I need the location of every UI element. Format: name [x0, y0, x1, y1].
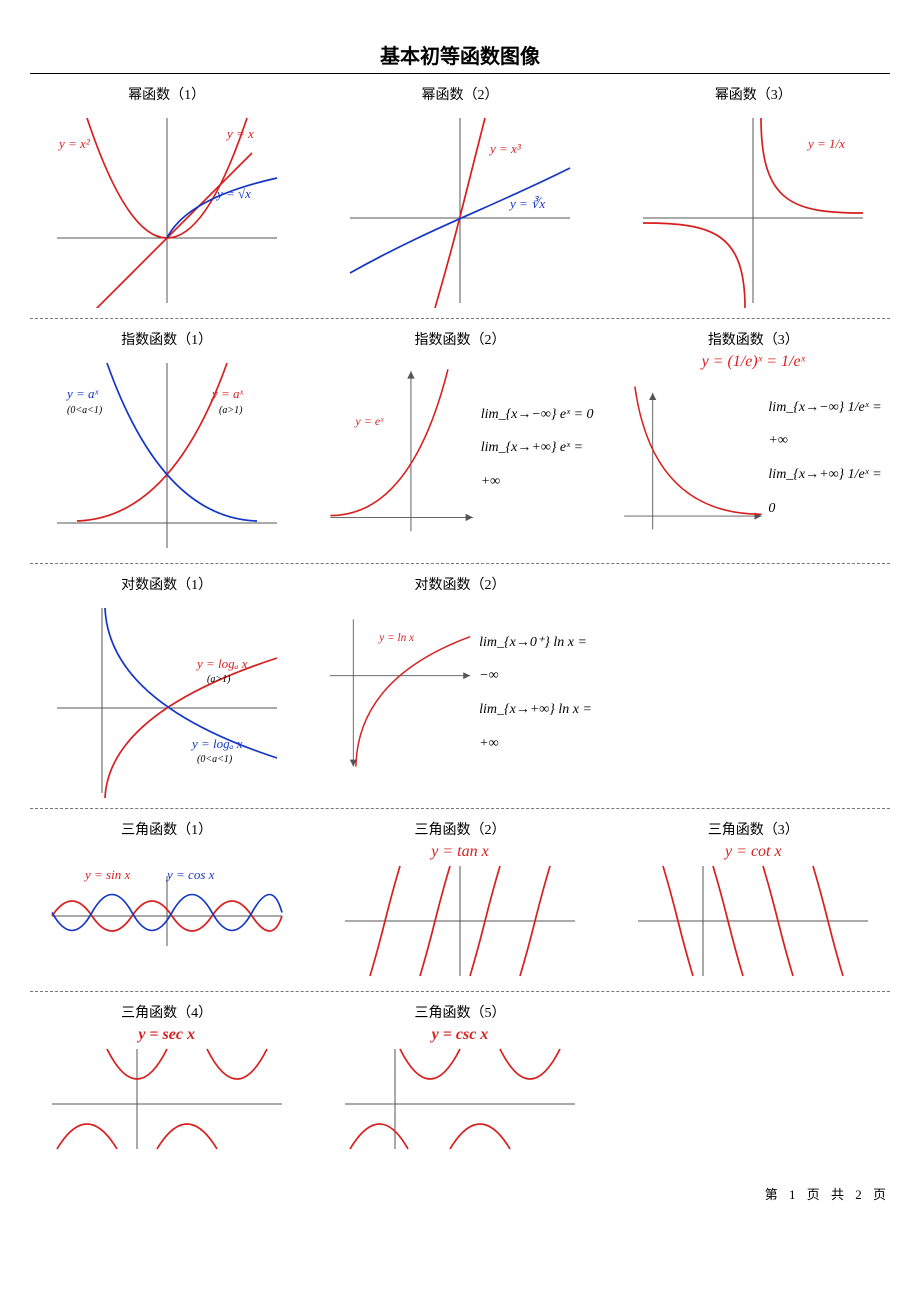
cell-log-1: 对数函数（1） y = logₐ x (a>1) y = logₐ x (0<a…: [30, 574, 303, 798]
lbl: (a>1): [207, 674, 231, 685]
chart-log-1: y = logₐ x (a>1) y = logₐ x (0<a<1): [47, 598, 287, 798]
lbl: y = x²: [57, 136, 91, 151]
lbl: y = cos x: [165, 867, 215, 882]
cell-title: 三角函数（1）: [121, 819, 212, 839]
cell-trig-5: 三角函数（5） y = csc x: [323, 1002, 596, 1154]
lbl: (0<a<1): [67, 405, 103, 416]
cell-exp-2: 指数函数（2） y = eˣ lim_{x→−∞} eˣ = 0 lim_{x→…: [323, 329, 596, 553]
chart-cot: [633, 861, 873, 981]
toplabel: y = csc x: [432, 1026, 489, 1044]
cell-power-2: 幂函数（2） y = x³ y = ∛x: [323, 84, 596, 308]
cell-title: 幂函数（2）: [421, 84, 498, 104]
cell-title: 对数函数（1）: [121, 574, 212, 594]
lbl: y = √x: [215, 186, 251, 201]
lbl: y = sin x: [83, 867, 130, 882]
chart-power-1: y = x² y = x y = √x: [47, 108, 287, 308]
section-trig-a: 三角函数（1） y = sin x y = cos x 三角函数（2） y = …: [30, 813, 890, 992]
section-power: 幂函数（1） y = x² y = x y = √x 幂函数（2） y = x³: [30, 78, 890, 319]
lbl: y = aˣ: [210, 386, 244, 401]
cell-title: 三角函数（3）: [708, 819, 799, 839]
chart-sin: y = sin x y = cos x: [47, 861, 287, 951]
cell-trig-4: 三角函数（4） y = sec x: [30, 1002, 303, 1154]
cell-title: 指数函数（1）: [121, 329, 212, 349]
cell-title: 幂函数（1）: [128, 84, 205, 104]
cell-power-1: 幂函数（1） y = x² y = x y = √x: [30, 84, 303, 308]
section-log: 对数函数（1） y = logₐ x (a>1) y = logₐ x (0<a…: [30, 568, 890, 809]
side-eq: lim_{x→0⁺} ln x = −∞ lim_{x→+∞} ln x = +…: [479, 626, 597, 760]
side-eq: lim_{x→−∞} 1/eˣ = +∞ lim_{x→+∞} 1/eˣ = 0: [768, 391, 890, 525]
toplabel: y = cot x: [725, 843, 782, 861]
lbl: (a>1): [219, 405, 243, 416]
cell-trig-3: 三角函数（3） y = cot x: [617, 819, 890, 981]
chart-csc: [340, 1044, 580, 1154]
chart-tan: [340, 861, 580, 981]
lbl: y = (1/e)ˣ = 1/eˣ: [702, 353, 805, 371]
chart-exp-1: y = aˣ (0<a<1) y = aˣ (a>1): [47, 353, 287, 553]
lbl: y = ∛x: [508, 195, 545, 211]
lbl: y = logₐ x: [195, 656, 248, 671]
cell-title: 幂函数（3）: [715, 84, 792, 104]
toplabel: y = tan x: [431, 843, 488, 861]
chart-exp-3: [617, 373, 769, 543]
cell-title: 三角函数（4）: [121, 1002, 212, 1022]
lbl: y = x: [225, 126, 254, 141]
cell-log-2: 对数函数（2） y = ln x lim_{x→0⁺} ln x = −∞ li…: [323, 574, 596, 798]
cell-power-3: 幂函数（3） y = 1/x: [617, 84, 890, 308]
cell-exp-1: 指数函数（1） y = aˣ (0<a<1) y = aˣ (a>1): [30, 329, 303, 553]
cell-exp-3: 指数函数（3） y = (1/e)ˣ = 1/eˣ lim_{x→−∞} 1/e…: [617, 329, 890, 553]
page-footer: 第 1 页 共 2 页: [30, 1184, 890, 1203]
cell-title: 指数函数（2）: [414, 329, 505, 349]
lbl: y = ln x: [379, 632, 415, 644]
chart-exp-2: y = eˣ: [323, 353, 480, 543]
cell-title: 指数函数（3）: [708, 329, 799, 349]
cell-title: 三角函数（2）: [414, 819, 505, 839]
chart-log-2: y = ln x: [323, 598, 479, 788]
page-title: 基本初等函数图像: [30, 40, 890, 74]
cell-trig-1: 三角函数（1） y = sin x y = cos x: [30, 819, 303, 981]
cell-title: 三角函数（5）: [414, 1002, 505, 1022]
cell-empty: [617, 1002, 890, 1154]
lbl: (0<a<1): [197, 754, 233, 765]
section-trig-b: 三角函数（4） y = sec x 三角函数（5） y = csc x: [30, 996, 890, 1164]
side-eq: lim_{x→−∞} eˣ = 0 lim_{x→+∞} eˣ = +∞: [481, 398, 597, 499]
lbl: y = logₐ x: [190, 736, 243, 751]
chart-power-2: y = x³ y = ∛x: [340, 108, 580, 308]
lbl: y = eˣ: [355, 414, 385, 428]
lbl: y = aˣ: [65, 386, 99, 401]
toplabel: y = sec x: [138, 1026, 195, 1044]
cell-empty: [617, 574, 890, 798]
chart-power-3: y = 1/x: [633, 108, 873, 308]
chart-sec: [47, 1044, 287, 1154]
section-exp: 指数函数（1） y = aˣ (0<a<1) y = aˣ (a>1) 指数函数…: [30, 323, 890, 564]
lbl: y = x³: [488, 141, 522, 156]
lbl: y = 1/x: [806, 136, 845, 151]
cell-title: 对数函数（2）: [414, 574, 505, 594]
cell-trig-2: 三角函数（2） y = tan x: [323, 819, 596, 981]
